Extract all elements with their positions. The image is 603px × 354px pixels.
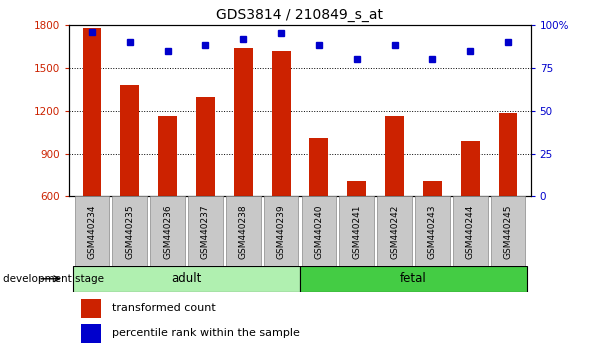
Bar — [121, 85, 139, 282]
Text: GSM440237: GSM440237 — [201, 205, 210, 259]
Bar — [377, 196, 412, 266]
Text: GSM440245: GSM440245 — [504, 205, 513, 259]
Bar — [461, 141, 479, 282]
Text: GSM440239: GSM440239 — [277, 205, 286, 259]
Bar — [188, 196, 223, 266]
Text: GSM440240: GSM440240 — [314, 205, 323, 259]
Title: GDS3814 / 210849_s_at: GDS3814 / 210849_s_at — [216, 8, 384, 22]
Bar — [81, 324, 101, 343]
Text: fetal: fetal — [400, 272, 427, 285]
Text: percentile rank within the sample: percentile rank within the sample — [112, 328, 300, 338]
Bar — [347, 181, 366, 282]
Bar — [339, 196, 374, 266]
Bar — [499, 113, 517, 282]
Text: GSM440242: GSM440242 — [390, 205, 399, 259]
Text: GSM440238: GSM440238 — [239, 205, 248, 259]
Bar — [453, 196, 488, 266]
Bar — [226, 196, 260, 266]
Bar — [423, 181, 442, 282]
Bar — [150, 196, 185, 266]
Bar — [75, 196, 109, 266]
Bar — [81, 299, 101, 318]
Bar — [158, 116, 177, 282]
Text: GSM440243: GSM440243 — [428, 205, 437, 259]
Bar — [83, 28, 101, 282]
Bar — [385, 116, 404, 282]
Bar — [264, 196, 298, 266]
Bar — [302, 196, 336, 266]
Bar — [196, 97, 215, 282]
Text: GSM440236: GSM440236 — [163, 205, 172, 259]
Bar — [300, 266, 527, 292]
Text: development stage: development stage — [3, 274, 104, 284]
Bar — [309, 138, 329, 282]
Text: GSM440241: GSM440241 — [352, 205, 361, 259]
Bar — [112, 196, 147, 266]
Bar — [271, 51, 291, 282]
Bar — [491, 196, 525, 266]
Text: GSM440234: GSM440234 — [87, 205, 96, 259]
Text: GSM440235: GSM440235 — [125, 205, 134, 259]
Text: GSM440244: GSM440244 — [466, 205, 475, 259]
Text: transformed count: transformed count — [112, 303, 216, 314]
Bar — [234, 48, 253, 282]
Bar — [415, 196, 450, 266]
Bar — [73, 266, 300, 292]
Text: adult: adult — [171, 272, 202, 285]
